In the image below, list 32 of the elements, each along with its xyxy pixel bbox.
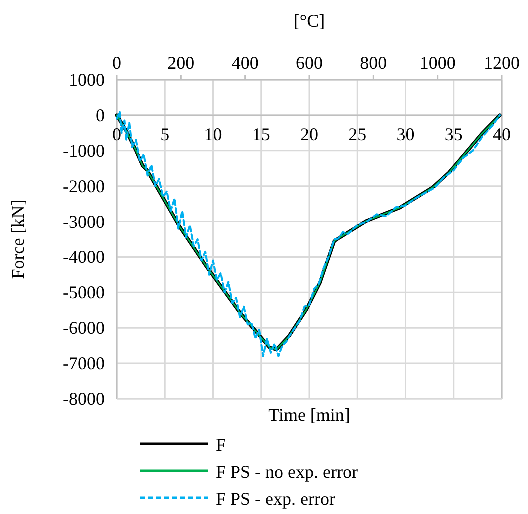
y-axis-title: Force [kN] xyxy=(8,200,28,280)
x-tick-label: 25 xyxy=(348,124,367,144)
x2-tick-label: 1000 xyxy=(420,53,456,73)
x-axis-title: Time [min] xyxy=(268,405,350,425)
y-tick-label: -2000 xyxy=(63,176,105,196)
y-tick-label: -4000 xyxy=(63,247,105,268)
y-tick-label: -6000 xyxy=(63,318,105,338)
y-tick-label: 0 xyxy=(96,105,105,126)
x2-tick-label: 400 xyxy=(232,53,259,73)
x2-tick-label: 600 xyxy=(296,53,323,73)
x-tick-label: 40 xyxy=(493,124,511,144)
legend-label: F PS - exp. error xyxy=(216,489,336,509)
y-tick-label: -8000 xyxy=(63,389,105,409)
x-tick-label: 10 xyxy=(204,124,222,144)
x-tick-label: 15 xyxy=(252,124,270,144)
y-tick-label: -1000 xyxy=(63,140,105,161)
x2-tick-label: 200 xyxy=(168,53,195,73)
legend-label: F xyxy=(216,435,226,455)
y-tick-label: -5000 xyxy=(63,282,105,303)
x-tick-label: 0 xyxy=(112,124,122,144)
x-tick-label: 30 xyxy=(396,124,415,144)
x2-tick-label: 800 xyxy=(360,53,388,73)
legend-label: F PS - no exp. error xyxy=(216,462,358,482)
x-tick-label: 35 xyxy=(444,124,463,144)
y-tick-label: -7000 xyxy=(63,354,105,374)
y-tick-label: 1000 xyxy=(69,70,105,90)
x2-tick-label: 0 xyxy=(112,53,122,73)
y-tick-label: -3000 xyxy=(63,212,105,232)
x2-axis-title: [°C] xyxy=(294,11,326,31)
x-tick-label: 20 xyxy=(300,124,318,144)
x-tick-label: 5 xyxy=(160,124,170,144)
x2-tick-label: 1200 xyxy=(484,53,520,73)
